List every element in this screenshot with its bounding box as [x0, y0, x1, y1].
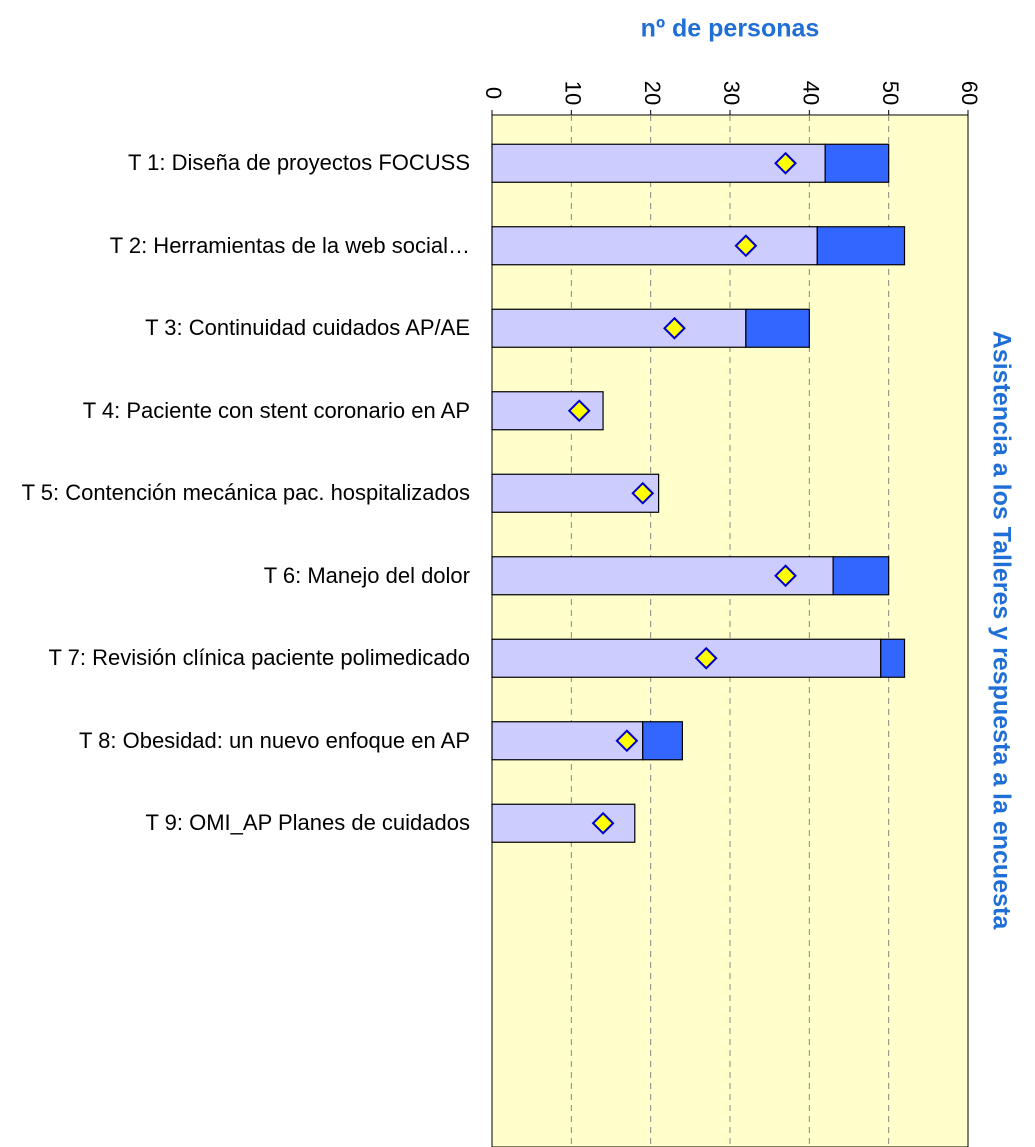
bar: [491, 308, 747, 348]
bar: [491, 143, 826, 183]
bar: [832, 556, 890, 596]
x-tick-label: 20: [640, 81, 665, 105]
y-tick-label: T 5: Contención mecánica pac. hospitaliz…: [21, 480, 470, 506]
bar: [816, 226, 906, 266]
x-tick-label: 60: [957, 81, 982, 105]
y-tick-label: T 4: Paciente con stent coronario en AP: [82, 397, 470, 423]
y-tick-label: T 3: Continuidad cuidados AP/AE: [145, 315, 470, 341]
x-tick-label: 30: [719, 81, 744, 105]
marker: [774, 564, 797, 588]
y-tick-label: T 8: Obesidad: un nuevo enfoque en AP: [78, 727, 470, 753]
marker: [631, 481, 655, 505]
bar: [491, 473, 660, 513]
marker: [615, 729, 639, 753]
marker: [734, 234, 758, 258]
bar: [491, 638, 882, 678]
bar: [491, 226, 818, 266]
side-title: Asistencia a los Talleres y respuesta a …: [987, 331, 1015, 931]
bar: [824, 143, 890, 183]
marker: [774, 151, 797, 175]
y-tick-label: T 7: Revisión clínica paciente polimedic…: [48, 645, 471, 671]
x-tick-label: 10: [561, 81, 586, 105]
bar: [880, 638, 906, 678]
chart-title: nº de personas: [641, 15, 820, 43]
y-tick-label: T 6: Manejo del dolor: [263, 562, 470, 588]
y-tick-label: T 9: OMI_AP Planes de cuidados: [145, 810, 471, 836]
x-tick-label: 0: [481, 87, 506, 99]
marker: [694, 646, 718, 670]
y-tick-label: T 2: Herramientas de la web social…: [109, 232, 470, 258]
bar: [745, 308, 810, 348]
y-tick-label: T 1: Diseña de proyectos FOCUSS: [128, 150, 470, 176]
x-tick-label: 40: [799, 81, 824, 105]
marker: [591, 811, 615, 835]
marker: [663, 316, 686, 340]
marker: [567, 399, 591, 423]
bar: [642, 721, 684, 761]
x-tick-label: 50: [878, 81, 903, 105]
